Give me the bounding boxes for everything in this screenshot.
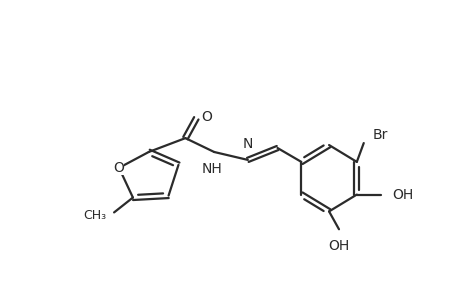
Text: O: O: [113, 161, 124, 175]
Text: O: O: [201, 110, 212, 124]
Text: CH₃: CH₃: [83, 209, 106, 222]
Text: NH: NH: [202, 162, 222, 176]
Text: Br: Br: [372, 128, 387, 142]
Text: OH: OH: [392, 188, 413, 202]
Text: N: N: [242, 137, 252, 151]
Text: OH: OH: [328, 239, 349, 253]
